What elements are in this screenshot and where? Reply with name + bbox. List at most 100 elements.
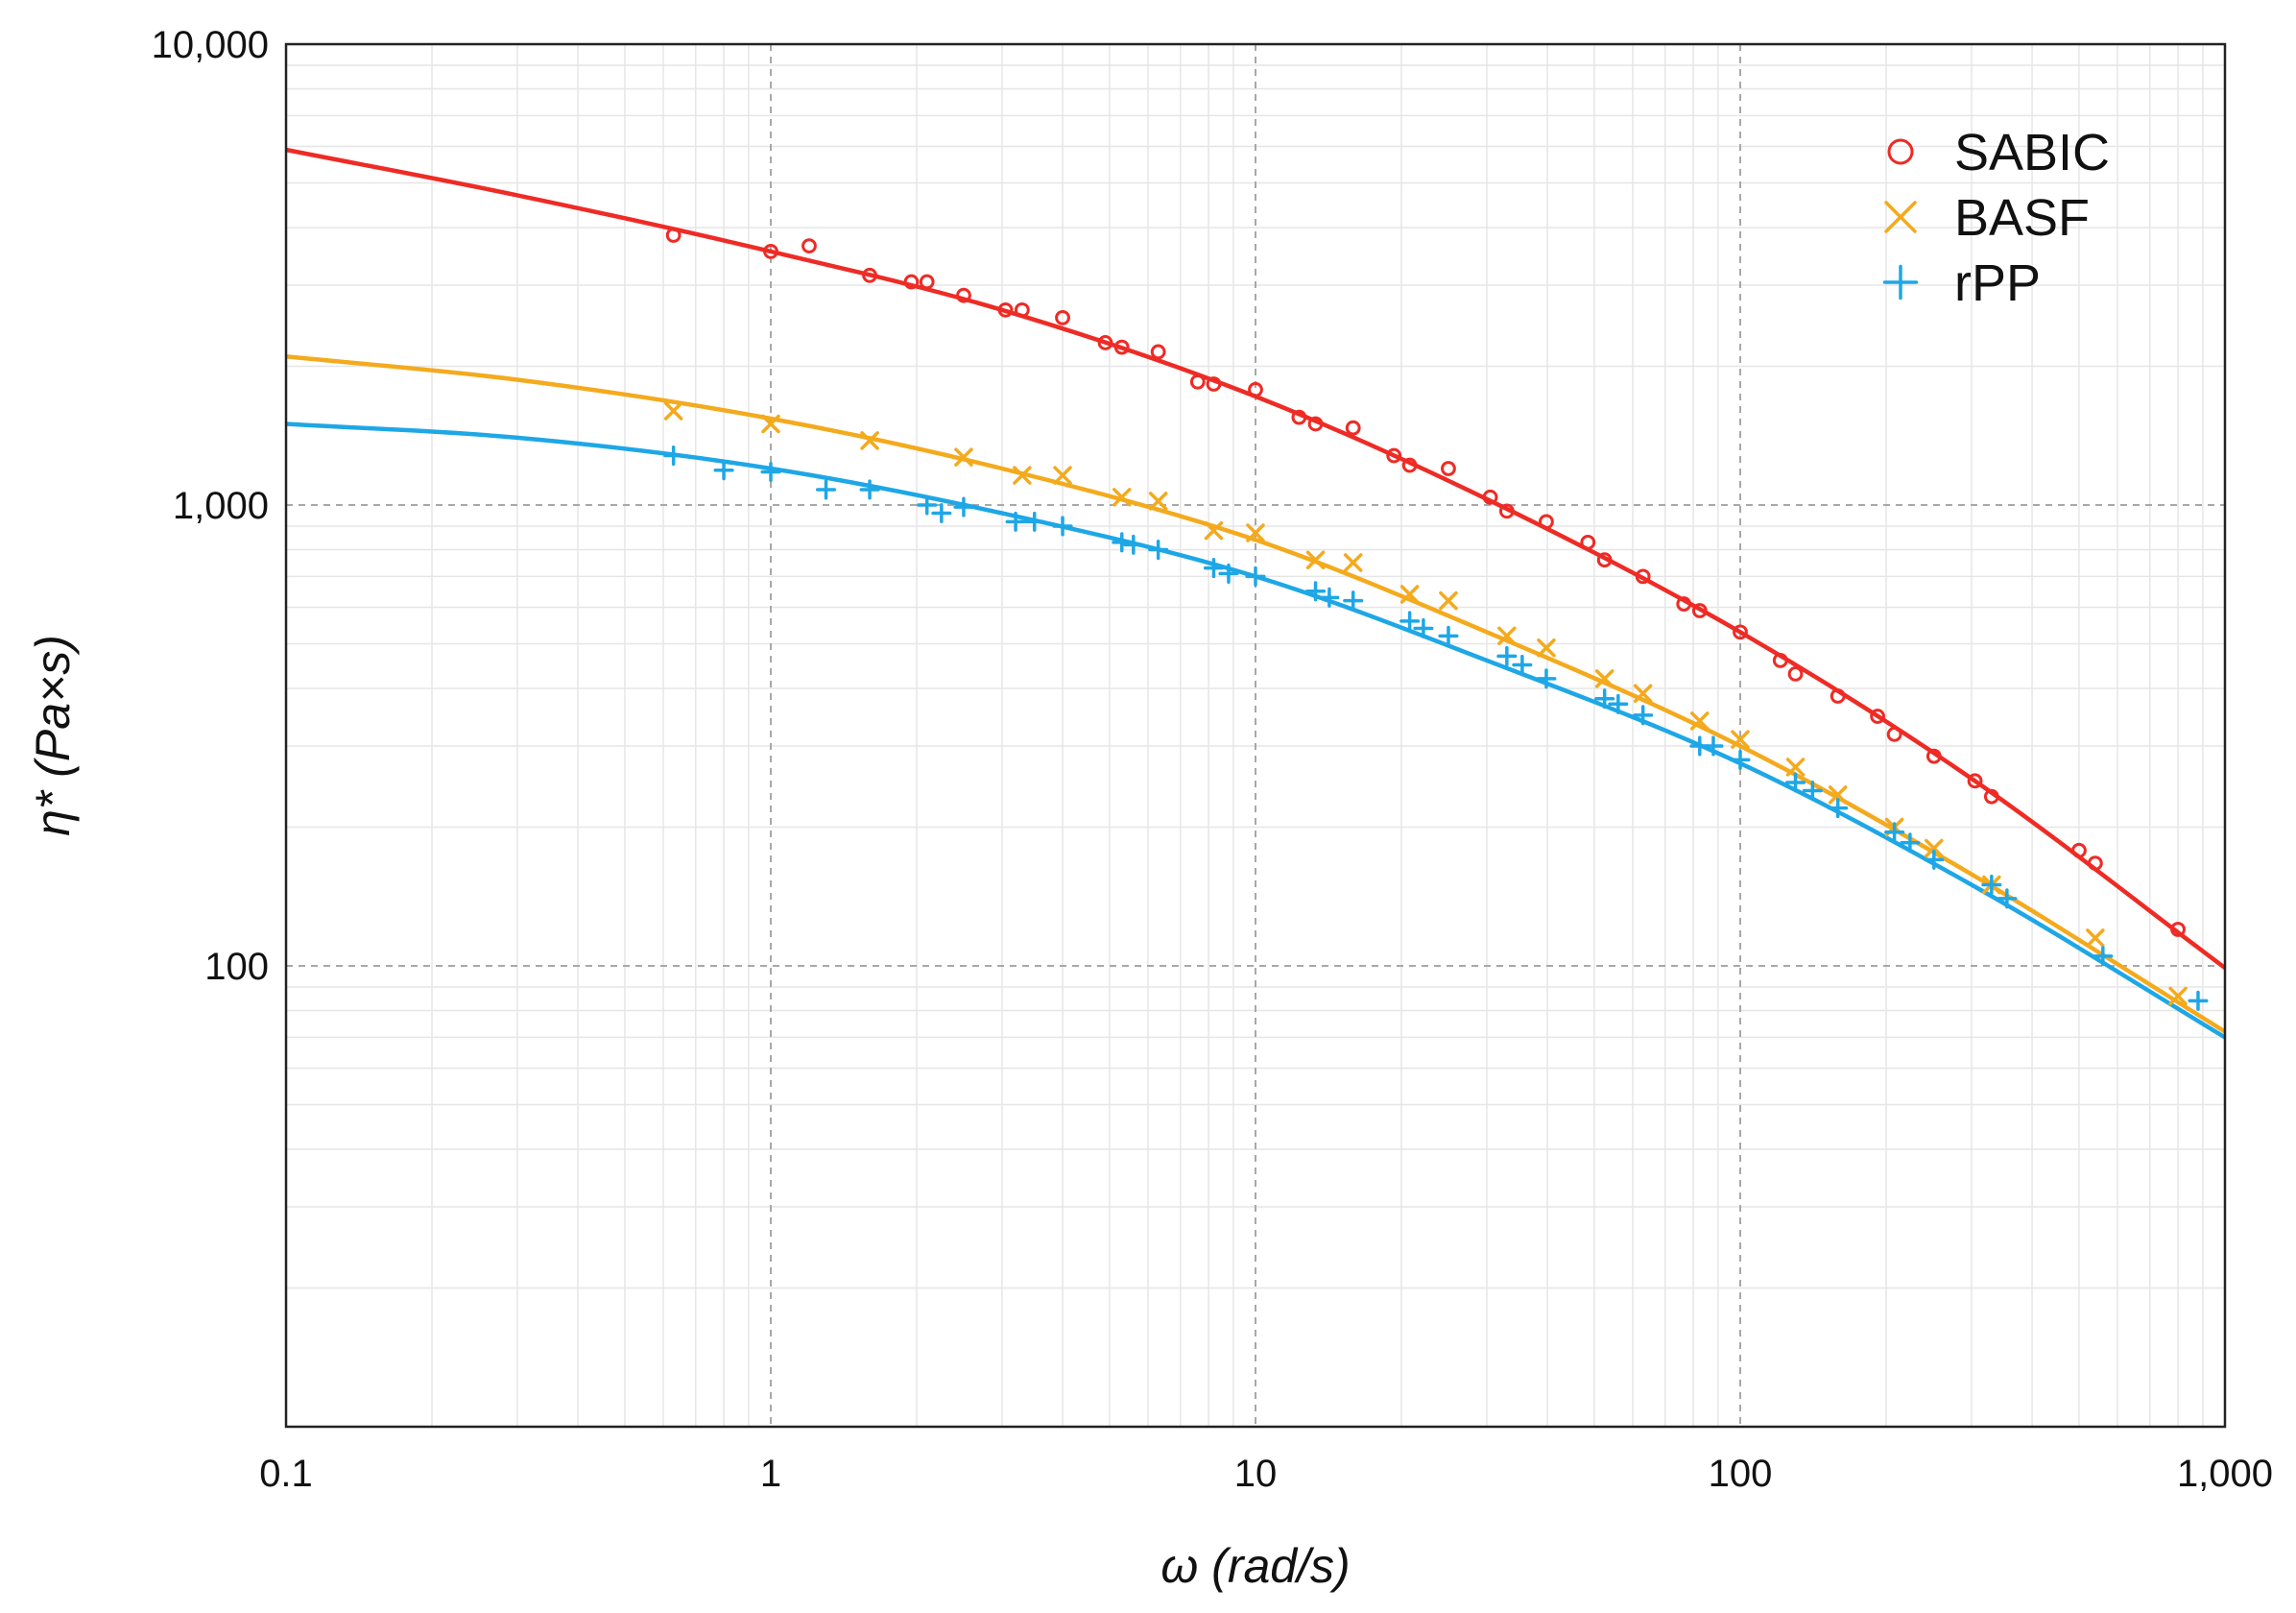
data-point — [1785, 758, 1806, 777]
data-point — [1703, 735, 1724, 757]
data-point — [1802, 780, 1823, 802]
y-tick-label: 10,000 — [152, 24, 269, 66]
legend-label: rPP — [1954, 254, 2041, 312]
data-point — [2093, 946, 2114, 967]
data-point — [1005, 511, 1026, 532]
data-point — [1399, 611, 1421, 632]
data-point — [1203, 558, 1225, 579]
data-point — [1386, 447, 1402, 464]
data-point — [2170, 922, 2186, 937]
data-point — [663, 445, 684, 467]
legend-marker — [1884, 201, 1917, 233]
data-point — [1828, 785, 1848, 805]
data-point — [1539, 514, 1554, 530]
data-point — [763, 243, 778, 259]
legend-entry-sabic: SABIC — [1887, 124, 2110, 181]
data-point — [1886, 726, 1902, 742]
data-point — [1343, 553, 1363, 572]
data-point — [1291, 409, 1307, 425]
series-sabic — [665, 228, 2186, 937]
data-point — [1731, 730, 1750, 749]
data-point — [1690, 711, 1710, 731]
data-point — [1304, 581, 1327, 602]
data-point — [1014, 301, 1030, 318]
data-point — [663, 401, 683, 421]
data-point — [2188, 990, 2209, 1011]
data-point — [1189, 373, 1206, 390]
data-point — [1482, 489, 1498, 505]
data-point — [1772, 652, 1788, 668]
data-point — [1981, 874, 2002, 896]
data-point — [1052, 516, 1073, 537]
data-point — [1828, 798, 1849, 819]
data-point — [1112, 488, 1132, 507]
data-point — [1123, 534, 1144, 555]
data-point — [1512, 654, 1533, 676]
data-point — [1345, 420, 1361, 436]
data-point — [1967, 773, 1983, 789]
data-point — [1024, 511, 1045, 532]
data-point — [1676, 596, 1692, 612]
fit-curve-rpp — [285, 421, 2227, 1040]
data-point — [1204, 520, 1224, 541]
legend-marker — [1887, 138, 1914, 165]
data-point — [1635, 568, 1651, 585]
data-point — [1401, 457, 1418, 473]
x-tick-label: 1,000 — [2177, 1453, 2273, 1495]
legend: SABIC BASF rPP — [1882, 124, 2110, 312]
legend-marker — [1882, 264, 1919, 301]
data-point — [1997, 888, 2018, 909]
series-rpp — [663, 445, 2209, 1011]
data-point — [1218, 563, 1239, 584]
data-point — [815, 479, 837, 500]
data-point — [2087, 855, 2103, 871]
data-point — [1055, 309, 1070, 325]
data-point — [1307, 416, 1324, 432]
data-point — [1925, 838, 1944, 858]
data-point — [903, 274, 920, 290]
data-point — [1246, 523, 1265, 542]
legend-entry-rpp: rPP — [1882, 254, 2041, 312]
x-tick-label: 1 — [760, 1453, 781, 1495]
data-point — [1112, 532, 1133, 553]
data-point — [1150, 344, 1166, 360]
data-point — [1594, 669, 1614, 688]
x-tick-label: 0.1 — [259, 1453, 313, 1495]
data-point — [713, 460, 734, 481]
data-point — [1497, 626, 1517, 646]
data-point — [1596, 552, 1613, 568]
data-point — [1319, 587, 1340, 608]
data-point — [1924, 849, 1945, 870]
data-point — [1925, 748, 1942, 764]
data-point — [1245, 566, 1266, 587]
data-point — [1148, 539, 1169, 561]
data-point — [2071, 842, 2087, 858]
data-point — [1691, 603, 1708, 618]
y-tick-label: 1,000 — [173, 485, 269, 527]
data-point — [1399, 585, 1420, 604]
data-point — [1536, 668, 1557, 689]
data-point — [1733, 624, 1748, 640]
data-point — [1784, 772, 1806, 793]
data-point — [760, 461, 781, 483]
data-point — [1097, 335, 1113, 350]
x-tick-label: 10 — [1234, 1453, 1278, 1495]
data-point — [1900, 832, 1921, 854]
data-point — [1439, 590, 1458, 611]
data-point — [1343, 590, 1364, 612]
data-point — [1148, 492, 1168, 511]
data-point — [1537, 638, 1556, 658]
data-point — [801, 238, 817, 253]
data-point — [919, 274, 935, 290]
legend-entry-basf: BASF — [1884, 189, 2090, 247]
data-point — [917, 494, 938, 516]
data-point — [665, 228, 682, 243]
legend-label: SABIC — [1954, 124, 2110, 181]
x-tick-label: 100 — [1709, 1453, 1773, 1495]
data-point — [2086, 928, 2105, 948]
y-tick-label: 100 — [204, 946, 269, 988]
data-point — [997, 301, 1014, 318]
data-markers — [663, 228, 2209, 1011]
data-point — [931, 502, 952, 524]
